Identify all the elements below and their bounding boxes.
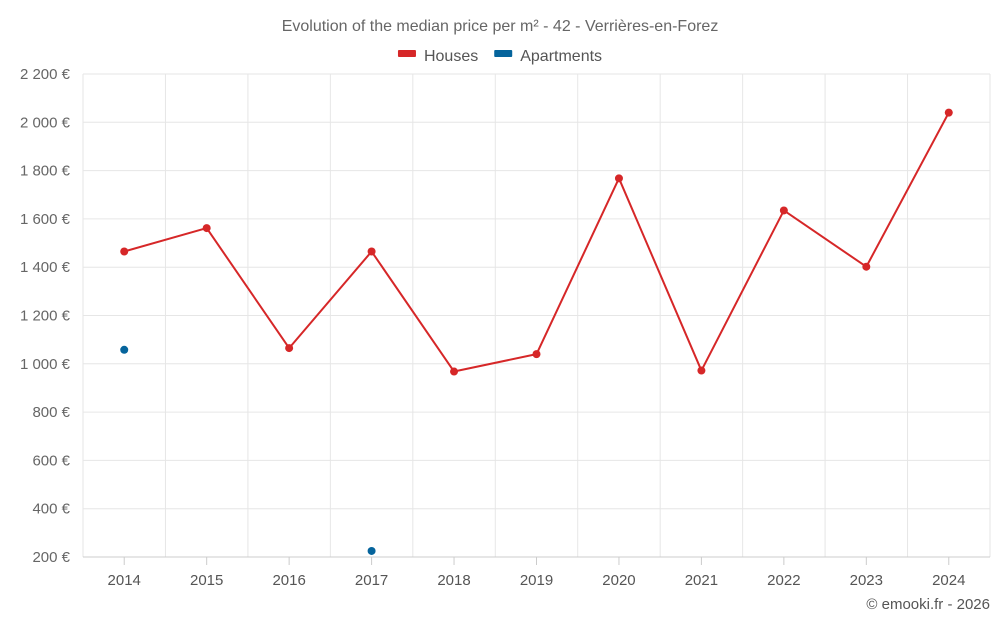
data-point[interactable] — [120, 345, 129, 354]
data-point[interactable] — [285, 344, 294, 353]
legend-label: Apartments — [520, 48, 602, 65]
x-tick-label: 2021 — [685, 572, 718, 589]
y-tick-label: 1 600 € — [20, 211, 71, 228]
y-tick-label: 1 400 € — [20, 259, 71, 276]
data-point[interactable] — [120, 247, 129, 256]
credit-text: © emooki.fr - 2026 — [866, 596, 990, 613]
chart-title: Evolution of the median price per m² - 4… — [282, 18, 719, 35]
data-point[interactable] — [944, 108, 953, 117]
y-tick-label: 1 000 € — [20, 356, 71, 373]
data-point[interactable] — [779, 206, 788, 215]
x-tick-label: 2018 — [437, 572, 470, 589]
legend-item-houses[interactable]: Houses — [397, 48, 478, 65]
data-point[interactable] — [202, 224, 211, 233]
data-point[interactable] — [532, 350, 541, 359]
x-tick-label: 2020 — [602, 572, 635, 589]
grid-layer — [82, 73, 991, 557]
data-point[interactable] — [450, 367, 459, 376]
data-point[interactable] — [614, 174, 623, 183]
x-tick-label: 2016 — [272, 572, 305, 589]
legend-swatch — [494, 50, 513, 57]
legend-swatch — [397, 50, 416, 57]
legend-item-apartments[interactable]: Apartments — [494, 48, 602, 65]
y-tick-label: 800 € — [32, 404, 70, 421]
y-tick-label: 400 € — [32, 501, 70, 518]
x-tick-label: 2017 — [355, 572, 388, 589]
x-tick-label: 2024 — [932, 572, 965, 589]
x-tick-label: 2022 — [767, 572, 800, 589]
x-tick-label: 2023 — [850, 572, 883, 589]
legend: Houses Apartments — [397, 48, 602, 65]
y-tick-label: 1 200 € — [20, 308, 71, 325]
y-tick-label: 2 000 € — [20, 114, 71, 131]
x-tick-label: 2015 — [190, 572, 223, 589]
series-layer — [120, 108, 953, 555]
series-apartments — [120, 345, 376, 555]
y-tick-label: 1 800 € — [20, 163, 71, 180]
axis-layer: 200 € 400 € 600 € 800 € 1 000 € 1 200 € 1 400 … — [20, 66, 990, 589]
legend-label: Houses — [424, 48, 478, 65]
data-point[interactable] — [367, 546, 376, 555]
series-houses — [120, 108, 953, 376]
data-point[interactable] — [862, 262, 871, 271]
y-tick-label: 2 200 € — [20, 66, 71, 83]
data-point[interactable] — [367, 247, 376, 256]
y-tick-label: 200 € — [32, 549, 70, 566]
x-tick-label: 2019 — [520, 572, 553, 589]
data-point[interactable] — [697, 366, 706, 375]
y-tick-label: 600 € — [32, 452, 70, 469]
x-tick-label: 2014 — [108, 572, 141, 589]
